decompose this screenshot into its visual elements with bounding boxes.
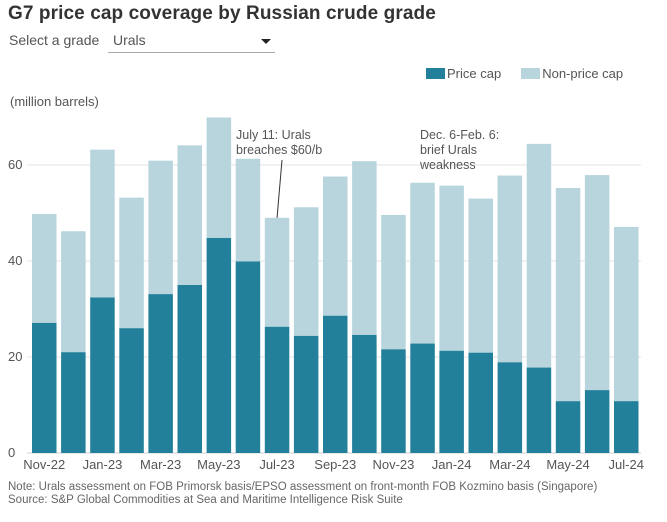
bar-price-cap-Jan-23 xyxy=(90,297,115,453)
bar-price-cap-Dec-23 xyxy=(410,343,435,453)
x-tick-label: May-24 xyxy=(546,457,589,472)
bar-price-cap-Nov-23 xyxy=(381,349,406,453)
annotation-leader-line xyxy=(276,159,283,218)
source-text: Source: S&P Global Commodities at Sea an… xyxy=(8,494,403,506)
footnotes: Note: Urals assessment on FOB Primorsk b… xyxy=(8,481,597,507)
legend-swatch-non-price-cap xyxy=(521,68,541,79)
y-tick-label: 60 xyxy=(8,157,22,172)
y-ticks: 0 20 40 60 xyxy=(8,157,22,460)
legend-item-non-price-cap: Non-price cap xyxy=(521,66,623,81)
bar-non-price-cap-Nov-22 xyxy=(32,213,57,323)
bar-price-cap-Dec-22 xyxy=(61,352,86,453)
chevron-down-icon[interactable] xyxy=(261,39,271,44)
bar-non-price-cap-Sep-23 xyxy=(323,176,348,316)
bar-non-price-cap-Apr-24 xyxy=(526,143,552,368)
bar-price-cap-Oct-23 xyxy=(352,334,377,453)
annotation-text: breaches $60/b xyxy=(236,143,322,157)
bar-non-price-cap-Jul-23 xyxy=(264,217,290,327)
bar-non-price-cap-Aug-23 xyxy=(293,207,319,336)
bar-non-price-cap-Jun-24 xyxy=(584,175,610,391)
bar-non-price-cap-May-24 xyxy=(555,188,581,402)
bar-price-cap-Jul-24 xyxy=(614,401,639,453)
bar-price-cap-Aug-23 xyxy=(293,335,319,453)
bar-non-price-cap-Mar-23 xyxy=(148,160,173,295)
legend-label: Non-price cap xyxy=(542,66,624,81)
bar-non-price-cap-Mar-24 xyxy=(497,175,523,363)
y-axis-unit-label: (million barrels) xyxy=(10,94,99,109)
x-tick-label: Sep-23 xyxy=(314,457,356,472)
y-tick-label: 40 xyxy=(8,253,22,268)
bar-non-price-cap-Dec-23 xyxy=(410,182,435,344)
bar-price-cap-Jan-24 xyxy=(439,350,464,453)
bar-non-price-cap-May-23 xyxy=(206,117,232,238)
chart-title: G7 price cap coverage by Russian crude g… xyxy=(8,3,436,24)
x-tick-label: Nov-22 xyxy=(23,457,65,472)
bar-price-cap-Nov-22 xyxy=(32,322,57,453)
x-tick-label: Jul-24 xyxy=(609,457,644,472)
bar-price-cap-Jun-24 xyxy=(584,390,610,453)
bar-price-cap-May-24 xyxy=(555,401,581,453)
chart-plot: 0 20 40 60 Nov-22 Jan-23 Mar-23 May-23 Jul-23 Se… xyxy=(8,117,644,472)
annotation-text: weakness xyxy=(419,158,476,172)
grade-dropdown-value: Urals xyxy=(113,32,146,48)
legend-item-price-cap: Price cap xyxy=(426,66,501,81)
bar-price-cap-Feb-23 xyxy=(119,328,144,453)
bar-price-cap-May-23 xyxy=(206,237,232,453)
bar-price-cap-Jul-23 xyxy=(264,326,290,453)
y-tick-label: 0 xyxy=(8,445,15,460)
bars xyxy=(32,117,639,453)
bar-non-price-cap-Nov-23 xyxy=(381,214,406,350)
bar-price-cap-Sep-23 xyxy=(323,315,348,453)
bar-non-price-cap-Jun-23 xyxy=(235,158,261,262)
grade-selector-label: Select a grade xyxy=(9,32,100,48)
annotation-text: brief Urals xyxy=(420,143,477,157)
bar-price-cap-Feb-24 xyxy=(468,352,493,453)
x-tick-label: May-23 xyxy=(197,457,240,472)
bar-non-price-cap-Jul-24 xyxy=(614,226,639,402)
bar-price-cap-Apr-24 xyxy=(526,367,552,453)
bar-non-price-cap-Oct-23 xyxy=(352,161,377,335)
bar-non-price-cap-Feb-24 xyxy=(468,198,493,353)
bar-non-price-cap-Apr-23 xyxy=(177,145,202,285)
x-tick-label: Nov-23 xyxy=(372,457,414,472)
bar-price-cap-Mar-24 xyxy=(497,362,523,453)
x-tick-label: Jan-23 xyxy=(83,457,123,472)
grade-dropdown[interactable]: Urals xyxy=(108,30,275,53)
legend-swatch-price-cap xyxy=(426,68,445,79)
bar-non-price-cap-Feb-23 xyxy=(119,197,144,329)
x-ticks: Nov-22 Jan-23 Mar-23 May-23 Jul-23 Sep-23 Nov-… xyxy=(23,457,644,472)
annotation-text: July 11: Urals xyxy=(236,128,311,142)
legend-label: Price cap xyxy=(447,66,502,81)
bar-price-cap-Jun-23 xyxy=(235,261,261,453)
bar-non-price-cap-Dec-22 xyxy=(61,231,86,353)
bar-non-price-cap-Jan-24 xyxy=(439,185,464,351)
legend: Price cap Non-price cap xyxy=(426,66,623,81)
x-tick-label: Mar-23 xyxy=(140,457,181,472)
note-text: Note: Urals assessment on FOB Primorsk b… xyxy=(8,481,598,493)
x-tick-label: Jan-24 xyxy=(432,457,472,472)
x-tick-label: Jul-23 xyxy=(259,457,294,472)
x-tick-label: Mar-24 xyxy=(489,457,530,472)
y-tick-label: 20 xyxy=(8,349,22,364)
bar-non-price-cap-Jan-23 xyxy=(90,149,115,298)
bar-price-cap-Mar-23 xyxy=(148,294,173,453)
annotation-text: Dec. 6-Feb. 6: xyxy=(420,128,499,142)
bar-price-cap-Apr-23 xyxy=(177,285,202,453)
